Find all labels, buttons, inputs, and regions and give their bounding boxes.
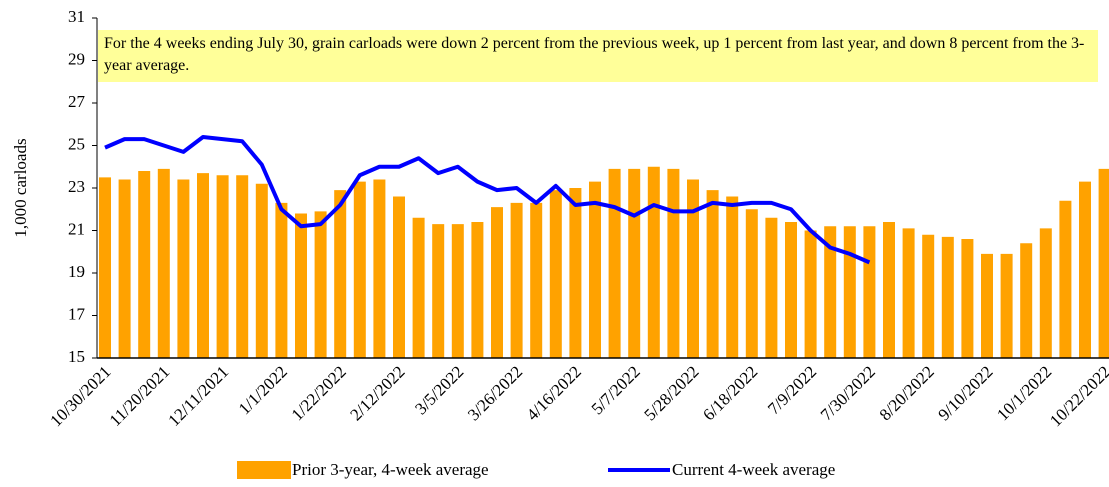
bar [157,168,170,358]
bar [608,168,621,358]
x-tick-label: 7/9/2022 [764,362,820,418]
x-tick-label: 1/22/2022 [288,362,350,424]
y-tick-label: 27 [68,92,86,111]
bar [843,226,856,358]
bar [197,173,209,358]
y-tick-label: 19 [68,262,85,281]
x-tick-label: 5/7/2022 [588,362,644,418]
bar [491,207,503,358]
y-tick-label: 21 [68,219,85,238]
bar [393,196,405,358]
bar [118,179,131,358]
x-tick-label: 8/20/2022 [876,362,938,424]
bar [1039,228,1052,358]
bar [275,202,288,358]
y-tick-label: 23 [68,177,85,196]
bar [255,183,268,358]
bar [706,190,719,358]
y-tick-label: 17 [68,304,86,323]
x-tick-label: 10/1/2022 [993,362,1055,424]
x-tick-label: 9/10/2022 [934,362,996,424]
bar [883,222,895,358]
bar [569,188,582,358]
y-tick-label: 15 [68,347,85,366]
x-tick-label: 5/28/2022 [640,362,702,424]
bar [922,234,935,358]
bar [471,222,484,358]
x-tick-label: 4/16/2022 [523,362,585,424]
y-axis-title: 1,000 carloads [11,138,30,237]
bar [216,175,229,358]
bar [1020,243,1033,358]
bar [451,224,464,358]
bar [961,239,974,358]
bar [941,236,954,358]
bar [981,253,993,358]
legend-swatch [237,461,291,479]
x-tick-label: 6/18/2022 [699,362,761,424]
bar [314,211,327,358]
bar [236,175,249,358]
line [104,135,871,265]
annotation: For the 4 weeks ending July 30, grain ca… [98,30,1098,82]
bar [412,217,425,358]
bar [726,196,739,358]
bar [373,179,386,358]
x-tick-label: 3/5/2022 [411,362,467,418]
bar [863,226,876,358]
legend-label: Prior 3-year, 4-week average [292,460,489,479]
bar [687,179,699,358]
bar [804,230,817,358]
bar [353,181,366,358]
bar [589,181,601,358]
bar [138,171,151,358]
x-tick-label: 3/26/2022 [464,362,526,424]
bar [177,179,190,358]
x-tick-label: 10/22/2022 [1046,362,1109,430]
bar [530,202,543,358]
x-tick-label: 7/30/2022 [817,362,879,424]
bar [334,190,347,358]
bar [1059,200,1072,358]
bar [295,213,307,358]
x-tick-label: 11/20/2021 [106,362,174,430]
bar [785,222,797,358]
bar [628,168,641,358]
x-tick-label: 1/1/2022 [235,362,291,418]
y-tick-label: 25 [68,134,85,153]
x-tick-label: 2/12/2022 [346,362,408,424]
bar [1000,253,1013,358]
legend-label: Current 4-week average [672,460,835,479]
bar [745,209,758,358]
x-tick-label: 12/11/2021 [164,362,232,430]
bar [1079,181,1091,358]
bar [99,177,111,358]
bar [432,224,445,358]
bar [824,226,837,358]
y-tick-label: 29 [68,49,85,68]
bar [647,166,660,358]
bar [549,190,562,358]
bar [667,168,680,358]
bar [1098,168,1109,358]
bar [902,228,915,358]
y-tick-label: 31 [68,7,85,26]
x-tick-label: 10/30/2021 [46,362,114,430]
bar [510,202,523,358]
bar [765,217,778,358]
